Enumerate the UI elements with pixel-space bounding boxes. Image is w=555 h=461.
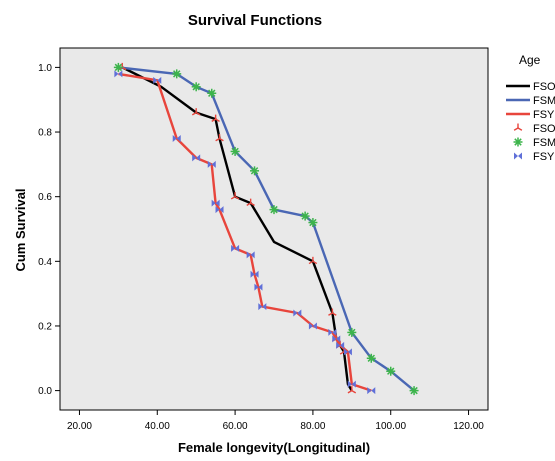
censor-marker-fsm: [269, 205, 279, 215]
censor-marker-fsm: [300, 211, 310, 221]
y-axis-label: Cum Survival: [13, 188, 28, 271]
legend-marker-fso: [513, 123, 523, 131]
censor-marker-fso: [191, 108, 201, 116]
chart-title: Survival Functions: [188, 12, 322, 29]
legend-marker-fsm: [513, 137, 523, 147]
censor-marker-fsm: [347, 327, 357, 337]
y-tick-label: 1.0: [38, 63, 52, 74]
censor-marker-fsm: [386, 366, 396, 376]
x-tick-label: 60.00: [223, 421, 248, 432]
x-axis-label: Female longevity(Longitudinal): [178, 440, 370, 455]
legend-label: FSM: [533, 137, 555, 149]
censor-marker-fso: [215, 134, 224, 142]
x-tick-label: 80.00: [300, 421, 325, 432]
censor-marker-fsm: [308, 218, 318, 228]
censor-marker-fsy: [328, 328, 337, 336]
censor-marker-fsy: [192, 154, 201, 162]
y-tick-label: 0.8: [38, 128, 52, 139]
censor-marker-fso: [230, 192, 240, 200]
x-tick-label: 40.00: [145, 421, 170, 432]
x-tick-label: 120.00: [453, 421, 484, 432]
censor-marker-fsy: [172, 135, 181, 142]
censor-marker-fsy: [347, 380, 356, 388]
legend-marker-fsy: [514, 152, 522, 160]
x-tick-label: 100.00: [375, 421, 406, 432]
series-line-fso: [121, 66, 353, 392]
censor-marker-fsy: [250, 270, 259, 278]
censor-marker-fsy: [258, 303, 267, 311]
censor-marker-fsm: [113, 62, 123, 72]
censor-marker-fsy: [215, 206, 224, 214]
censor-marker-fsm: [230, 146, 240, 156]
censor-marker-fso: [328, 308, 337, 316]
censor-marker-fsy: [153, 76, 162, 84]
censor-marker-fsy: [332, 335, 341, 343]
censor-marker-fsy: [308, 322, 317, 330]
censor-marker-fsy: [343, 348, 352, 356]
censor-marker-fsy: [246, 251, 255, 259]
x-tick-label: 20.00: [67, 421, 92, 432]
y-axis: 0.0 0.2 0.4 0.6 0.8 1.0: [38, 63, 60, 397]
plot-area: [59, 47, 489, 411]
legend-label: FSY: [533, 151, 555, 163]
y-tick-label: 0.4: [38, 257, 52, 268]
legend-label: FSY: [533, 109, 555, 121]
censor-marker-fsy: [293, 309, 302, 317]
legend-label: FSO: [533, 123, 555, 135]
censor-marker-fsy: [231, 244, 240, 252]
censor-marker-fsm: [191, 82, 201, 92]
legend-title: Age: [519, 53, 541, 67]
censor-marker-fsy: [114, 70, 123, 78]
marker-layer: [113, 62, 419, 396]
censor-marker-fsy: [211, 199, 220, 207]
censor-marker-fsy: [336, 341, 345, 349]
censor-marker-fso: [246, 198, 255, 206]
legend-label: FSM: [533, 95, 555, 107]
censor-marker-fsm: [172, 69, 182, 79]
x-axis: 20.00 40.00 60.00 80.00 100.00 120.00: [67, 410, 484, 432]
y-tick-label: 0.6: [38, 192, 52, 203]
y-tick-label: 0.2: [38, 321, 52, 332]
legend-label: FSO: [533, 81, 555, 93]
censor-marker-fsy: [254, 283, 263, 291]
censor-marker-fsm: [366, 353, 376, 363]
censor-marker-fsy: [367, 387, 376, 395]
legend: Age FSO FSM FSY FSO FSM FSY: [506, 53, 555, 163]
censor-marker-fso: [347, 386, 357, 394]
censor-marker-fso: [211, 114, 220, 122]
y-tick-label: 0.0: [38, 386, 52, 397]
censor-marker-fsm: [250, 166, 260, 176]
censor-marker-fsm: [207, 88, 217, 98]
censor-marker-fsm: [409, 386, 419, 396]
censor-marker-fsy: [207, 160, 216, 168]
censor-marker-fso: [308, 256, 318, 265]
